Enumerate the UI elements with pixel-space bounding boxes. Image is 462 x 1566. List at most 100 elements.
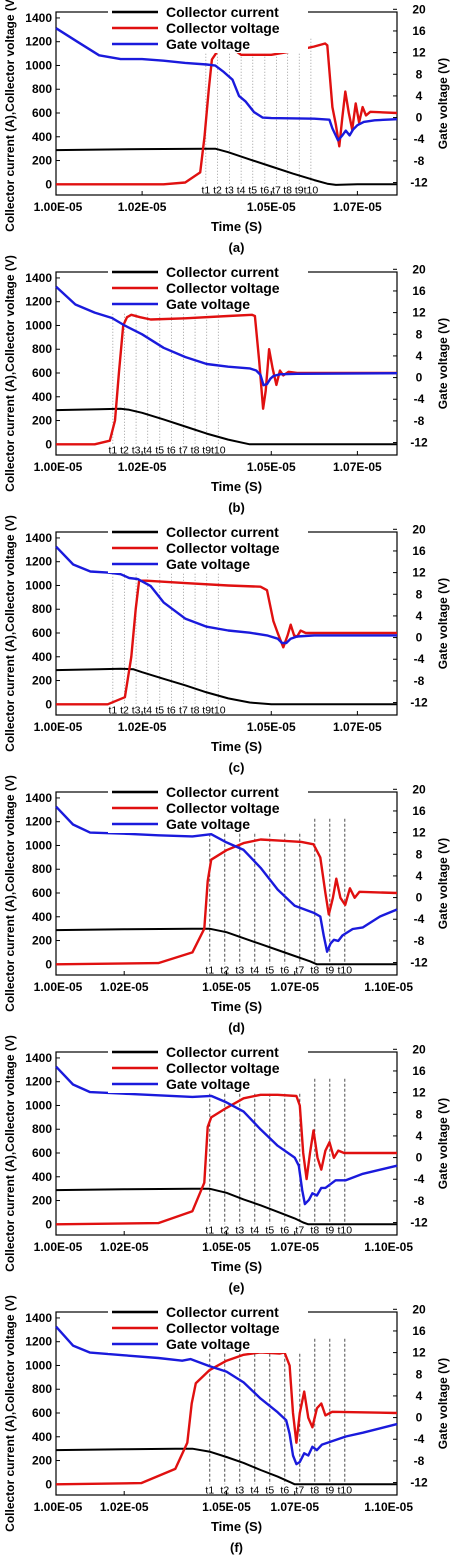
marker-label-t2: t2 — [213, 184, 222, 196]
y-right-tick-label: -8 — [414, 1194, 425, 1208]
marker-label-t6: t6 — [260, 184, 269, 196]
y-right-tick-label: -12 — [410, 176, 428, 190]
marker-label-t10: t10 — [211, 704, 226, 716]
y-right-tick-label: -8 — [414, 934, 425, 948]
chart-panel-f: t1 t2 t3 t4 t5 t6 t7 t8 t9 t100200400600800100012… — [3, 1295, 450, 1555]
legend-label-collector-voltage: Collector voltage — [166, 20, 280, 36]
panel-label: (c) — [229, 760, 245, 775]
marker-label-t7: t7 — [295, 1484, 304, 1496]
panel-label: (e) — [229, 1280, 245, 1295]
marker-label-t2: t2 — [120, 444, 129, 456]
marker-label-t2: t2 — [220, 964, 229, 976]
marker-label-t8: t8 — [310, 1484, 319, 1496]
y-right-tick-label: -4 — [414, 652, 425, 666]
chart-panel-d: t1 t2 t3 t4 t5 t6 t7 t8 t9 t100200400600800100012… — [3, 775, 450, 1035]
marker-label-t10: t10 — [338, 1484, 353, 1496]
x-tick-label: 1.07E-05 — [270, 1240, 319, 1254]
y-right-tick-label: 16 — [412, 1324, 426, 1338]
legend-label-gate-voltage: Gate voltage — [166, 296, 250, 312]
marker-label-t10: t10 — [338, 964, 353, 976]
x-axis-title: Time (S) — [211, 1259, 262, 1274]
y-left-tick-label: 1000 — [25, 1098, 52, 1112]
y-left-tick-label: 1400 — [25, 1051, 52, 1065]
y-right-tick-label: 4 — [416, 89, 423, 103]
marker-label-t5: t5 — [265, 1224, 274, 1236]
y-right-tick-label: 8 — [416, 1107, 423, 1121]
x-tick-label: 1.07E-05 — [333, 200, 382, 214]
y-left-axis-title: Collector current (A),Collector voltage … — [3, 0, 17, 232]
marker-label-t5: t5 — [155, 444, 164, 456]
series-line-collector-current — [55, 1187, 397, 1226]
y-left-tick-label: 1000 — [25, 1358, 52, 1372]
x-tick-label: 1.10E-05 — [364, 1240, 413, 1254]
y-right-tick-label: 8 — [416, 847, 423, 861]
y-left-tick-label: 400 — [32, 910, 52, 924]
y-left-tick-label: 600 — [32, 1146, 52, 1160]
marker-label-t7: t7 — [179, 444, 188, 456]
y-left-axis-title: Collector current (A),Collector voltage … — [3, 775, 17, 1012]
y-left-tick-label: 1400 — [25, 271, 52, 285]
y-left-tick-label: 1000 — [25, 578, 52, 592]
marker-label-t4: t4 — [143, 444, 152, 456]
y-right-tick-label: 20 — [412, 1042, 426, 1056]
legend-label-collector-current: Collector current — [166, 1044, 279, 1060]
marker-label-t7: t7 — [295, 1224, 304, 1236]
y-left-tick-label: 1000 — [25, 838, 52, 852]
marker-label-t9: t9 — [202, 704, 211, 716]
x-tick-label: 1.07E-05 — [270, 980, 319, 994]
y-left-axis-title: Collector current (A),Collector voltage … — [3, 1035, 17, 1272]
series-line-collector-voltage — [55, 1351, 398, 1486]
y-left-tick-label: 600 — [32, 626, 52, 640]
legend-label-collector-voltage: Collector voltage — [166, 800, 280, 816]
legend-label-collector-voltage: Collector voltage — [166, 540, 280, 556]
marker-label-t9: t9 — [202, 444, 211, 456]
x-tick-label: 1.02E-05 — [118, 460, 167, 474]
y-right-axis-title: Gate voltage (V) — [436, 1098, 450, 1189]
x-axis-title: Time (S) — [211, 739, 262, 754]
x-tick-label: 1.00E-05 — [34, 980, 83, 994]
x-tick-label: 1.02E-05 — [100, 1500, 149, 1514]
y-left-tick-label: 200 — [32, 674, 52, 688]
marker-label-t3: t3 — [225, 184, 234, 196]
y-left-tick-label: 1400 — [25, 791, 52, 805]
y-left-tick-label: 600 — [32, 366, 52, 380]
series-line-collector-current — [55, 667, 397, 706]
marker-label-t6: t6 — [280, 1224, 289, 1236]
y-right-tick-label: -12 — [410, 956, 428, 970]
x-tick-label: 1.05E-05 — [202, 1500, 251, 1514]
y-right-tick-label: -4 — [414, 1172, 425, 1186]
y-left-tick-label: 600 — [32, 1406, 52, 1420]
y-left-tick-label: 400 — [32, 130, 52, 144]
x-tick-label: 1.00E-05 — [34, 460, 83, 474]
series-line-collector-voltage — [55, 838, 398, 966]
series-line-collector-voltage — [56, 579, 397, 706]
y-right-tick-label: 8 — [416, 67, 423, 81]
marker-label-t10: t10 — [338, 1224, 353, 1236]
series-line-gate-voltage — [55, 805, 398, 953]
marker-label-t3: t3 — [235, 1224, 244, 1236]
y-right-tick-label: 12 — [412, 46, 426, 60]
y-left-axis-title: Collector current (A),Collector voltage … — [3, 255, 17, 492]
x-tick-label: 1.05E-05 — [202, 1240, 251, 1254]
y-left-tick-label: 1000 — [25, 58, 52, 72]
y-left-tick-label: 1200 — [25, 295, 52, 309]
y-right-tick-label: 8 — [416, 1367, 423, 1381]
x-tick-label: 1.00E-05 — [34, 1240, 83, 1254]
y-left-tick-label: 800 — [32, 1382, 52, 1396]
y-right-tick-label: 20 — [412, 262, 426, 276]
y-left-tick-label: 0 — [45, 1477, 52, 1491]
marker-label-t2: t2 — [220, 1224, 229, 1236]
y-right-tick-label: 20 — [412, 782, 426, 796]
marker-label-t8: t8 — [191, 704, 200, 716]
y-left-tick-label: 600 — [32, 106, 52, 120]
x-tick-label: 1.05E-05 — [202, 980, 251, 994]
x-tick-label: 1.02E-05 — [118, 200, 167, 214]
marker-label-t9: t9 — [325, 1224, 334, 1236]
y-right-tick-label: 12 — [412, 1346, 426, 1360]
x-tick-label: 1.05E-05 — [247, 200, 296, 214]
marker-label-t1: t1 — [205, 964, 214, 976]
y-left-tick-label: 1400 — [25, 1311, 52, 1325]
marker-label-t10: t10 — [211, 444, 226, 456]
